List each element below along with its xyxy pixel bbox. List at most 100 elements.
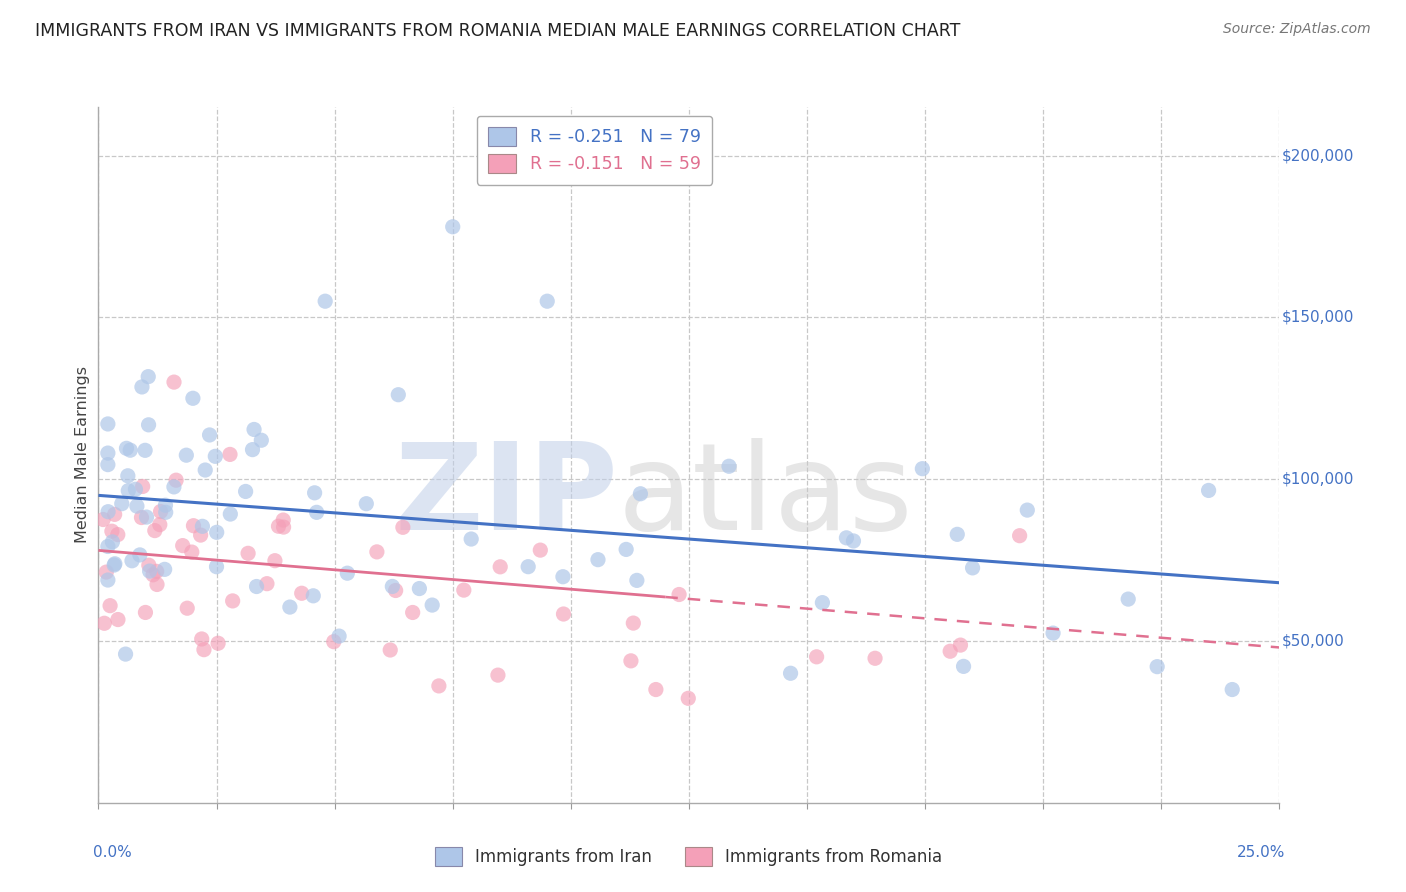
Point <box>193 642 215 657</box>
Point <box>614 542 637 557</box>
Point <box>111 497 134 511</box>
Point <box>207 636 229 650</box>
Point <box>427 679 450 693</box>
Point <box>489 559 512 574</box>
Point <box>392 520 415 534</box>
Point <box>142 567 165 582</box>
Point <box>104 557 127 571</box>
Point <box>356 497 378 511</box>
Point <box>205 525 228 540</box>
Point <box>131 380 153 394</box>
Point <box>408 582 430 596</box>
Point <box>191 519 214 533</box>
Y-axis label: Median Male Earnings: Median Male Earnings <box>75 367 90 543</box>
Point <box>97 458 120 472</box>
Point <box>155 505 177 519</box>
Point <box>322 634 344 648</box>
Text: 25.0%: 25.0% <box>1237 845 1285 860</box>
Point <box>236 546 259 560</box>
Point <box>678 691 700 706</box>
Point <box>91 512 114 526</box>
Point <box>366 545 388 559</box>
Point <box>145 565 167 579</box>
Point <box>235 484 257 499</box>
Point <box>98 599 121 613</box>
Text: 0.0%: 0.0% <box>93 845 131 860</box>
Text: $50,000: $50,000 <box>1282 633 1344 648</box>
Point <box>952 659 974 673</box>
Point <box>806 649 828 664</box>
Point <box>1008 529 1031 543</box>
Point <box>146 577 169 591</box>
Point <box>153 562 176 576</box>
Point <box>939 644 962 658</box>
Point <box>117 483 139 498</box>
Point <box>125 499 148 513</box>
Point <box>101 524 124 539</box>
Point <box>304 485 326 500</box>
Point <box>96 565 118 579</box>
Point <box>163 375 186 389</box>
Point <box>172 539 194 553</box>
Point <box>190 528 212 542</box>
Point <box>194 463 217 477</box>
Point <box>291 586 314 600</box>
Point <box>264 554 287 568</box>
Point <box>205 559 228 574</box>
Point <box>553 607 575 621</box>
Point <box>107 527 129 541</box>
Point <box>243 422 266 436</box>
Point <box>97 446 120 460</box>
Point <box>117 468 139 483</box>
Point <box>1017 503 1039 517</box>
Text: $100,000: $100,000 <box>1282 472 1354 487</box>
Point <box>143 524 166 538</box>
Point <box>135 510 157 524</box>
Point <box>420 598 443 612</box>
Point <box>273 520 295 534</box>
Point <box>842 533 865 548</box>
Point <box>1220 682 1243 697</box>
Point <box>668 587 690 601</box>
Point <box>149 504 172 518</box>
Point <box>381 579 404 593</box>
Point <box>626 574 648 588</box>
Point <box>120 443 142 458</box>
Point <box>305 505 328 519</box>
Point <box>107 613 129 627</box>
Point <box>103 558 125 572</box>
Point <box>124 483 146 497</box>
Point <box>278 600 301 615</box>
Point <box>219 507 242 521</box>
Point <box>863 651 886 665</box>
Point <box>946 527 969 541</box>
Point <box>267 519 290 533</box>
Text: atlas: atlas <box>619 438 914 555</box>
Text: $200,000: $200,000 <box>1282 148 1354 163</box>
Point <box>551 570 574 584</box>
Point <box>380 643 402 657</box>
Point <box>620 654 643 668</box>
Point <box>486 668 509 682</box>
Point <box>190 632 212 646</box>
Point <box>131 510 153 524</box>
Point <box>460 532 482 546</box>
Point <box>165 473 187 487</box>
Point <box>221 594 243 608</box>
Point <box>104 508 127 522</box>
Point <box>155 498 177 512</box>
Point <box>1198 483 1220 498</box>
Point <box>138 564 160 578</box>
Point <box>256 576 278 591</box>
Point <box>336 566 359 581</box>
Text: Source: ZipAtlas.com: Source: ZipAtlas.com <box>1223 22 1371 37</box>
Point <box>402 606 425 620</box>
Point <box>835 531 858 545</box>
Point <box>138 417 160 432</box>
Point <box>1116 592 1139 607</box>
Point <box>328 629 350 643</box>
Point <box>204 450 226 464</box>
Point <box>219 447 242 461</box>
Point <box>911 461 934 475</box>
Point <box>97 573 120 587</box>
